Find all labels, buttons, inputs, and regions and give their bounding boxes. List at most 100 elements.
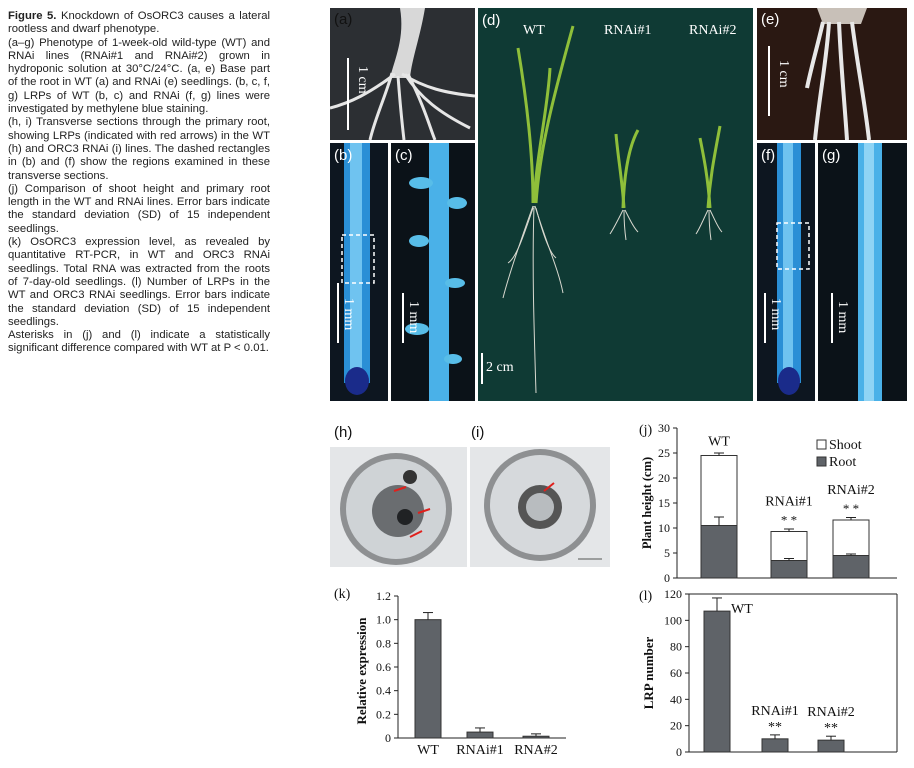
figure-label: Figure 5. (8, 10, 57, 22)
caption-line-1: Knockdown of OsORC3 causes a lateral roo… (8, 10, 270, 36)
chart-k-y-tick-label: 0.8 (376, 636, 391, 650)
panel-a-label: (a) (334, 11, 353, 28)
label-wt: WT (523, 23, 545, 38)
panel-i-label: (i) (471, 424, 485, 441)
chart-l-y-tick-label: 100 (664, 613, 682, 627)
caption-text: Figure 5. Knockdown of OsORC3 causes a l… (8, 10, 270, 37)
figure-caption: Figure 5. Knockdown of OsORC3 causes a l… (8, 10, 270, 356)
chart-j-y-tick-label: 10 (658, 521, 670, 535)
stained-root-photo (337, 143, 375, 395)
chart-l-panel-label: (l) (639, 589, 653, 604)
chart-l-y-tick-label: 60 (670, 666, 682, 680)
stained-root-zoom-photo (402, 143, 467, 401)
panel-i-section-rnai (470, 447, 610, 567)
chart-l-category-label: RNAi#1 (751, 704, 798, 719)
chart-j-bar-root (770, 560, 808, 579)
panel-d-scale: 2 cm (486, 360, 514, 375)
panel-d-seedlings: (d) WT RNAi#1 RNAi#2 2 cm (478, 8, 753, 401)
panel-g-label: (g) (822, 147, 841, 164)
chart-j-bar-root (700, 525, 738, 579)
panel-h-section-wt (330, 447, 467, 567)
label-rnai1: RNAi#1 (604, 23, 652, 38)
chart-j-legend-shoot: Shoot (829, 438, 862, 453)
chart-j-y-tick-label: 30 (658, 421, 670, 435)
panel-b-label: (b) (334, 147, 353, 164)
chart-k-bar (414, 619, 442, 739)
chart-j-category-label: RNAi#1 (765, 495, 812, 510)
chart-j-panel-label: (j) (639, 423, 653, 438)
panel-f-lrp-rnai: (f) 1 mm (757, 143, 815, 401)
panel-f-scale: 1 mm (768, 298, 783, 331)
chart-k-y-tick-label: 1.0 (376, 613, 391, 627)
chart-l-y-tick-label: 0 (676, 745, 682, 759)
panel-b-lrp-wt: (b) 1 mm (330, 143, 388, 401)
chart-j-category-label: WT (708, 435, 730, 450)
chart-k-y-tick-label: 0 (385, 731, 391, 745)
chart-j-y-tick-label: 5 (664, 546, 670, 560)
chart-l-y-tick-label: 80 (670, 640, 682, 654)
transverse-section-wt (340, 453, 452, 565)
chart-l-annotation: ** (768, 720, 782, 735)
panel-a-scale: 1 cm (355, 66, 370, 94)
chart-k-y-tick-label: 0.6 (376, 660, 391, 674)
panel-e-scale: 1 cm (776, 60, 791, 88)
chart-l-y-tick-label: 20 (670, 719, 682, 733)
chart-l-category-label: WT (731, 602, 753, 617)
caption-line-4: (j) Comparison of shoot height and prima… (8, 182, 270, 235)
stained-root-rnai-zoom-photo (831, 143, 882, 401)
panel-d-label: (d) (482, 12, 501, 29)
chart-j-y-tick-label: 0 (664, 571, 670, 585)
chart-j-annotation: * * (843, 534, 859, 549)
chart-l-y-tick-label: 40 (670, 692, 682, 706)
root-base-photo (330, 8, 475, 140)
chart-j-legend-swatch-shoot (816, 439, 827, 450)
chart-j-annotation: * * (843, 501, 859, 516)
chart-k-bar (466, 731, 494, 739)
chart-l-bar (703, 610, 731, 753)
chart-k-relative-expression: (k) 0 0.2 0.4 0.6 0.8 1.0 1.2 Relative expressio… (334, 587, 566, 758)
caption-line-2: (a–g) Phenotype of 1-week-old wild-type … (8, 36, 270, 116)
chart-j-y-tick-label: 15 (658, 496, 670, 510)
chart-k-panel-label: (k) (334, 587, 351, 602)
chart-j-legend-swatch-root (816, 456, 827, 467)
chart-j-y-tick-label: 25 (658, 446, 670, 460)
chart-l-y-axis-label: LRP number (641, 636, 656, 709)
chart-l-bar (761, 738, 789, 753)
stained-root-rnai-photo (764, 143, 810, 395)
chart-l-y-tick-label: 120 (664, 587, 682, 601)
transverse-section-rnai (484, 449, 602, 561)
caption-line-5: (k) OsORC3 expression level, as revealed… (8, 236, 270, 328)
chart-j-y-tick-label: 20 (658, 471, 670, 485)
label-rnai2: RNAi#2 (689, 23, 737, 38)
chart-l-annotation: ** (824, 721, 838, 736)
chart-k-y-tick-label: 1.2 (376, 589, 391, 603)
panel-g-scale: 1 mm (835, 301, 850, 334)
chart-j-plant-height: (j) 0 5 10 15 20 25 30 Plant height (cm) WT RNAi#1… (639, 421, 897, 585)
chart-k-x-tick-label: RNAi#1 (456, 743, 503, 758)
panel-b-scale: 1 mm (341, 298, 356, 331)
chart-j-legend-root: Root (829, 455, 856, 470)
chart-j-bar-shoot (832, 519, 870, 556)
chart-l-bar (817, 739, 845, 753)
caption-line-3: (h, i) Transverse sections through the p… (8, 116, 270, 182)
panel-e-root-base-rnai: (e) 1 cm (757, 8, 907, 140)
chart-k-x-tick-label: WT (417, 743, 439, 758)
panel-c-scale: 1 mm (406, 301, 421, 334)
chart-j-bar-shoot (700, 455, 738, 526)
root-base-rnai-photo (768, 8, 871, 140)
chart-j-bar-root (832, 555, 870, 579)
chart-j-annotation: * * (781, 513, 797, 528)
chart-j-category-label: RNAi#2 (827, 483, 874, 498)
panel-g-lrp-rnai-zoom: (g) 1 mm (818, 143, 907, 401)
seedlings-photo (481, 25, 723, 394)
chart-k-y-axis-label: Relative expression (354, 617, 369, 725)
chart-k-y-tick-label: 0.2 (376, 707, 391, 721)
panel-a-root-base-wt: (a) 1 cm (330, 8, 475, 140)
panel-c-label: (c) (395, 147, 413, 164)
panel-c-lrp-wt-zoom: (c) 1 mm (391, 143, 475, 401)
chart-j-bar-shoot (770, 531, 808, 561)
chart-k-bar (522, 735, 550, 739)
chart-j-y-axis-label: Plant height (cm) (640, 457, 654, 549)
chart-j-annotation: * * (781, 539, 797, 554)
